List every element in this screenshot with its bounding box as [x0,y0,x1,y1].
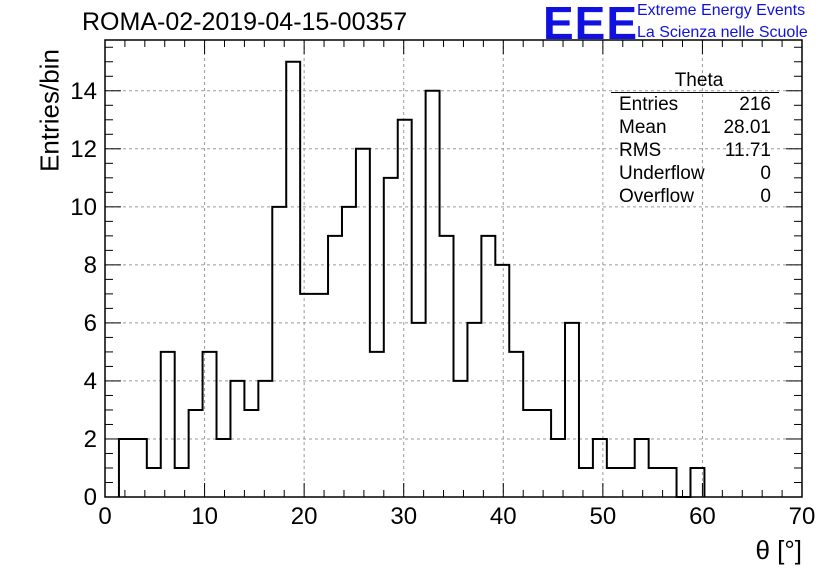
stats-row-underflow: Underflow 0 [611,162,779,185]
histogram-bin [593,439,607,497]
histogram-bin [649,468,663,497]
histogram-bin [342,207,356,497]
histogram-bin [314,294,328,497]
y-tick-label: 2 [84,426,97,453]
histogram-bin [272,207,286,497]
histogram-bin [370,352,384,497]
histogram-bin [412,323,426,497]
histogram-bin [119,439,133,497]
y-tick-label: 12 [70,136,97,163]
stats-label: Entries [619,94,679,115]
histogram-bin [523,410,537,497]
y-tick-label: 6 [84,310,97,337]
histogram-bin [384,178,398,497]
x-axis-label: θ [°] [755,535,802,565]
histogram-bin [440,236,454,497]
x-tick-label: 40 [490,503,517,530]
x-tick-label: 30 [390,503,417,530]
histogram-bin [300,294,314,497]
histogram-bin [537,410,551,497]
histogram-bin [426,91,440,497]
stats-label: Underflow [619,163,705,184]
stats-row-mean: Mean 28.01 [611,116,779,139]
eee-logo: EEE [543,0,639,49]
stats-label: RMS [619,140,662,161]
stats-value: 0 [760,186,771,207]
y-tick-label: 10 [70,194,97,221]
stats-value: 11.71 [724,140,771,161]
stats-box: Theta Entries 216 Mean 28.01 RMS 11.71 Underfl… [611,70,779,208]
logo-line-2: La Scienza nelle Scuole [637,24,808,41]
histogram-bin [147,468,161,497]
plot-frame [104,39,803,498]
histogram-bin [467,323,481,497]
stats-row-overflow: Overflow 0 [611,185,779,208]
histogram-bin [663,468,677,497]
y-tick-label: 4 [84,368,97,395]
chart-title: ROMA-02-2019-04-15-00357 [82,8,408,36]
stats-label: Mean [619,117,667,138]
histogram-bin [161,352,175,497]
histogram-bin [509,352,523,497]
y-tick-label: 8 [84,252,97,279]
x-tick-label: 0 [98,503,111,530]
stats-rows: Entries 216 Mean 28.01 RMS 11.71 Underflow 0 Ove… [611,93,779,208]
stats-value: 0 [760,163,771,184]
histogram-bin [481,236,495,497]
histogram-bin [551,439,565,497]
stats-label: Overflow [619,186,694,207]
y-tick-label: 14 [70,78,97,105]
logo-line-1: Extreme Energy Events [637,2,806,19]
histogram-outline [117,60,706,498]
histogram-bin [217,439,231,497]
stats-row-entries: Entries 216 [611,93,779,116]
y-tick-label: 0 [84,484,97,511]
histogram-bin [565,323,579,497]
histogram-bin [607,468,621,497]
histogram-bin [398,120,412,497]
histogram-bin [635,439,649,497]
histogram-bin [286,62,300,497]
stats-value: 216 [739,94,771,115]
histogram-bin [133,439,147,497]
stats-row-rms: RMS 11.71 [611,139,779,162]
histogram-bin [258,381,272,497]
histogram-bin [244,410,258,497]
x-tick-label: 70 [789,503,816,530]
x-tick-label: 60 [689,503,716,530]
histogram-bin [579,468,593,497]
x-tick-label: 10 [191,503,218,530]
stats-title: Theta [611,70,779,93]
histogram-bin [189,410,203,497]
x-tick-label: 50 [590,503,617,530]
stats-value: 28.01 [723,117,771,138]
histogram-bin [175,468,189,497]
histogram-bin [328,236,342,497]
x-tick-label: 20 [291,503,318,530]
